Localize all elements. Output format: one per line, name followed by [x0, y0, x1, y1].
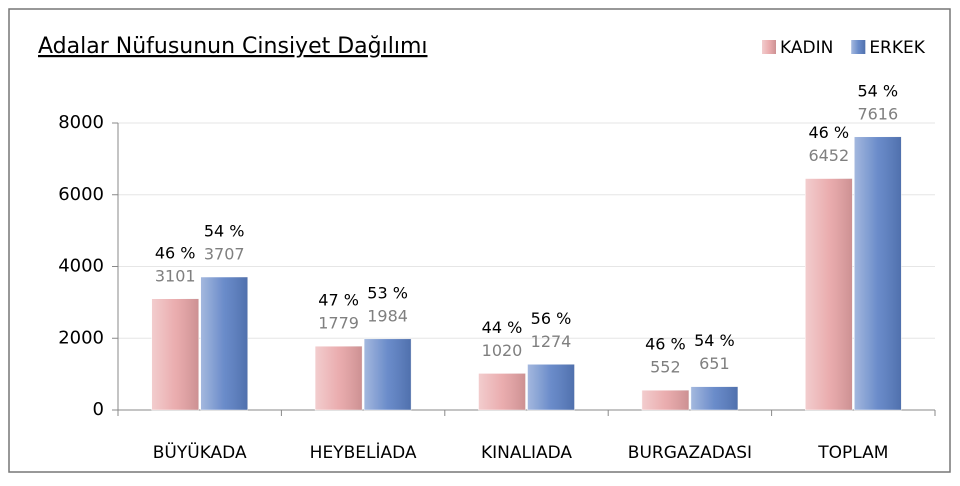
- bar-shine: [200, 277, 248, 410]
- bar-shine: [641, 390, 689, 410]
- value-label: 3101: [155, 266, 196, 285]
- value-label: 1779: [318, 314, 359, 333]
- bar-shine: [527, 364, 575, 410]
- value-label: 6452: [808, 146, 849, 165]
- value-label: 1020: [482, 341, 523, 360]
- y-tick-label: 4000: [58, 256, 104, 277]
- legend-swatch-shine: [851, 40, 866, 54]
- percent-label: 53 %: [367, 283, 408, 302]
- bar-shine: [478, 373, 526, 410]
- value-label: 1984: [367, 306, 408, 325]
- y-tick-label: 6000: [58, 184, 104, 205]
- x-tick-label: BURGAZADASI: [628, 443, 752, 463]
- value-label: 3707: [204, 245, 245, 264]
- x-tick-label: BÜYÜKADA: [153, 441, 247, 463]
- percent-label: 46 %: [808, 123, 849, 142]
- y-tick-label: 0: [93, 399, 104, 420]
- value-label: 7616: [857, 104, 898, 123]
- x-tick-label: HEYBELİADA: [310, 442, 417, 463]
- value-label: 651: [699, 354, 730, 373]
- legend-label: KADIN: [780, 38, 833, 58]
- bar-shine: [805, 178, 853, 410]
- x-tick-label: KINALIADA: [481, 443, 572, 463]
- bar-shine: [364, 338, 412, 410]
- percent-label: 54 %: [694, 331, 735, 350]
- percent-label: 44 %: [482, 318, 523, 337]
- bar-shine: [315, 346, 363, 410]
- percent-label: 46 %: [645, 335, 686, 354]
- percent-label: 47 %: [318, 291, 359, 310]
- legend-label: ERKEK: [869, 38, 925, 58]
- bar-shine: [151, 298, 199, 410]
- chart-title: Adalar Nüfusunun Cinsiyet Dağılımı: [38, 34, 428, 59]
- x-tick-label: TOPLAM: [817, 443, 888, 463]
- percent-label: 54 %: [857, 81, 898, 100]
- legend-swatch-shine: [762, 40, 776, 54]
- percent-label: 54 %: [204, 222, 245, 241]
- percent-label: 56 %: [531, 309, 572, 328]
- percent-label: 46 %: [155, 243, 196, 262]
- bar-shine: [854, 136, 902, 410]
- y-tick-label: 2000: [58, 327, 104, 348]
- value-label: 1274: [531, 332, 572, 351]
- bar-shine: [690, 386, 738, 410]
- value-label: 552: [650, 358, 681, 377]
- y-tick-label: 8000: [58, 112, 104, 133]
